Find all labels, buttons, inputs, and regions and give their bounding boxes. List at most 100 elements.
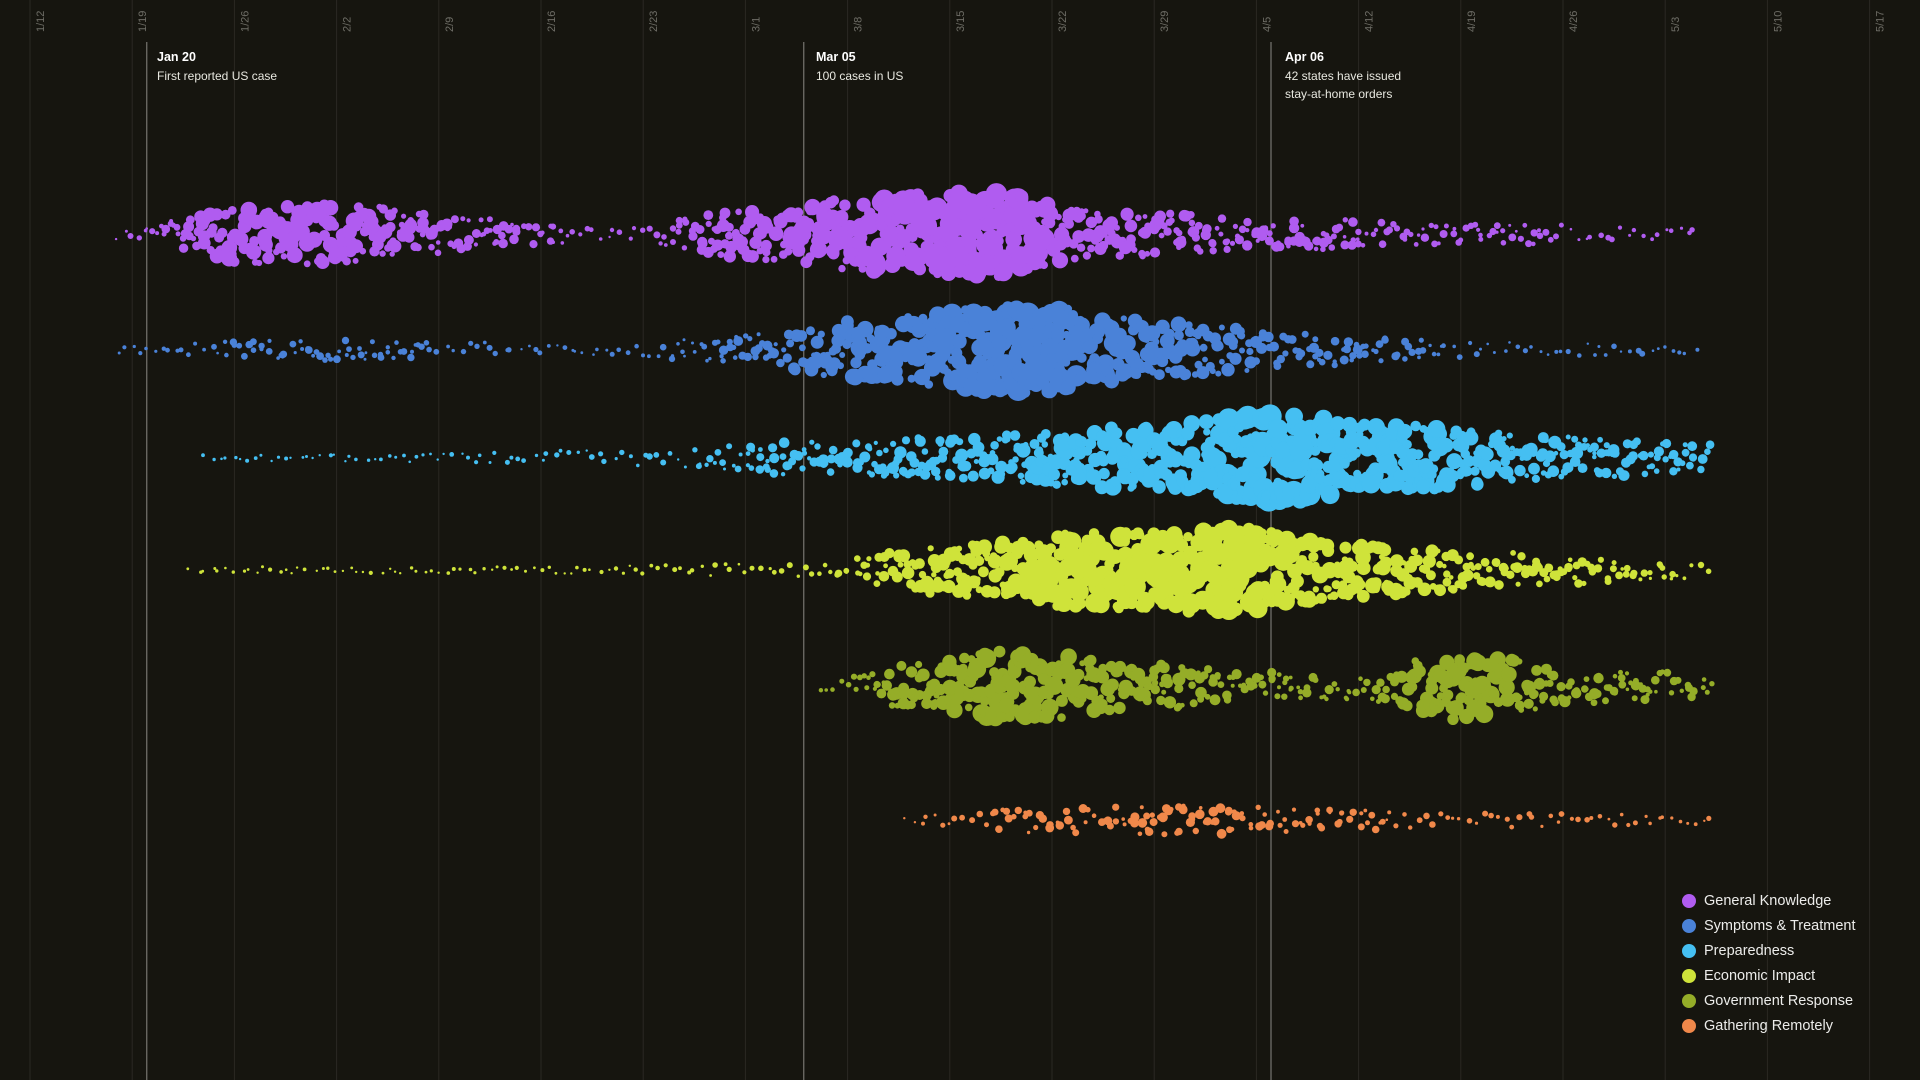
swarm-dot	[1015, 443, 1031, 458]
swarm-dot	[1055, 213, 1062, 221]
swarm-dot	[897, 549, 911, 563]
swarm-dot	[798, 234, 810, 245]
swarm-dot	[114, 237, 118, 241]
swarm-dot	[1202, 356, 1208, 363]
swarm-dot	[845, 681, 852, 688]
x-tick-label: 5/10	[1772, 11, 1784, 32]
swarm-dot	[1342, 217, 1349, 223]
swarm-dot	[1090, 237, 1097, 244]
swarm-dot	[1255, 804, 1261, 810]
swarm-dot	[1590, 699, 1598, 707]
swarm-dot	[670, 239, 676, 245]
swarm-dot	[978, 566, 989, 578]
swarm-dot	[458, 567, 462, 571]
swarm-dot	[1571, 688, 1582, 699]
swarm-dot	[1488, 812, 1494, 819]
swarm-dot	[303, 260, 311, 268]
swarm-dot	[1130, 812, 1140, 822]
legend-item-general-knowledge[interactable]: General Knowledge	[1682, 888, 1856, 913]
swarm-dot	[1493, 222, 1501, 230]
swarm-dot	[1115, 367, 1130, 382]
swarm-dot	[1300, 236, 1311, 247]
swarm-dot	[994, 567, 1005, 578]
swarm-dot	[1431, 240, 1438, 248]
swarm-dot	[1200, 671, 1209, 680]
swarm-dot	[410, 349, 414, 354]
swarm-dot	[1373, 420, 1385, 432]
swarm-dot	[1026, 830, 1031, 835]
legend-item-economic-impact[interactable]: Economic Impact	[1682, 963, 1856, 988]
swarm-dot	[737, 562, 741, 566]
swarm-dot	[1687, 441, 1698, 452]
swarm-dot	[1341, 347, 1346, 352]
swarm-dot	[1008, 665, 1022, 679]
swarm-dot	[1476, 698, 1487, 709]
swarm-dot	[896, 660, 907, 671]
swarm-dot	[1548, 670, 1559, 681]
swarm-dot	[689, 568, 695, 573]
legend-item-preparedness[interactable]: Preparedness	[1682, 938, 1856, 963]
swarm-dot	[1148, 672, 1159, 682]
swarm-dot	[616, 347, 621, 353]
swarm-dot	[1442, 577, 1452, 587]
swarm-dot	[1382, 685, 1390, 694]
swarm-dot	[1511, 562, 1523, 573]
swarm-dot	[316, 352, 324, 360]
swarm-dot	[1219, 358, 1225, 365]
swarm-dot	[852, 462, 863, 473]
swarm-dot	[710, 245, 718, 253]
swarm-dot	[1660, 815, 1664, 819]
swarm-dot	[854, 555, 861, 562]
swarm-dot	[350, 566, 354, 570]
swarm-dot	[1277, 822, 1283, 828]
swarm-dot	[1638, 577, 1643, 582]
swarm-dot	[1431, 351, 1437, 357]
swarm-dot	[491, 568, 494, 571]
swarm-dot	[1653, 446, 1664, 457]
swarm-dot	[389, 251, 395, 257]
swarm-dot	[1522, 348, 1528, 354]
swarm-dot	[1075, 439, 1083, 447]
swarm-dot	[824, 688, 828, 692]
swarm-dot	[1508, 341, 1511, 344]
swarm-dot	[1002, 807, 1011, 815]
swarm-dot	[1252, 683, 1258, 689]
swarm-dot	[1433, 698, 1440, 706]
swarm-dot	[1677, 350, 1682, 355]
swarm-dot	[289, 456, 292, 459]
swarm-dot	[1603, 353, 1608, 357]
swarm-dot	[1241, 682, 1247, 688]
legend-item-symptoms-treatment[interactable]: Symptoms & Treatment	[1682, 913, 1856, 938]
swarm-dot	[1221, 363, 1235, 377]
swarm-dot	[379, 457, 383, 462]
swarm-dot	[780, 472, 786, 477]
swarm-dot	[608, 235, 611, 239]
legend-item-government-response[interactable]: Government Response	[1682, 988, 1856, 1013]
swarm-dot	[1228, 336, 1239, 347]
swarm-dot	[631, 226, 637, 231]
swarm-dot	[1258, 680, 1267, 689]
x-tick-label: 2/9	[444, 17, 456, 32]
swarm-dot	[1436, 560, 1444, 569]
swarm-dot	[306, 231, 323, 248]
swarm-dot	[1209, 694, 1221, 706]
swarm-dot	[268, 567, 273, 572]
swarm-dot	[580, 351, 584, 355]
swarm-dot	[1349, 352, 1357, 360]
swarm-dot	[1120, 315, 1127, 322]
swarm-dot	[1082, 446, 1093, 456]
swarm-dot	[566, 450, 572, 455]
swarm-dot	[972, 693, 981, 702]
swarm-dot	[1083, 208, 1089, 214]
swarm-dot	[1371, 825, 1380, 834]
swarm-dot	[391, 207, 398, 215]
swarm-dot	[352, 257, 359, 264]
swarm-dot	[822, 562, 828, 568]
swarm-dot	[646, 453, 653, 460]
legend-item-gathering-remotely[interactable]: Gathering Remotely	[1682, 1013, 1856, 1038]
swarm-dot	[1428, 343, 1432, 348]
swarm-dot	[1316, 822, 1324, 830]
swarm-dot	[1649, 463, 1656, 470]
swarm-dot	[1380, 694, 1390, 704]
swarm-dot	[893, 687, 900, 695]
